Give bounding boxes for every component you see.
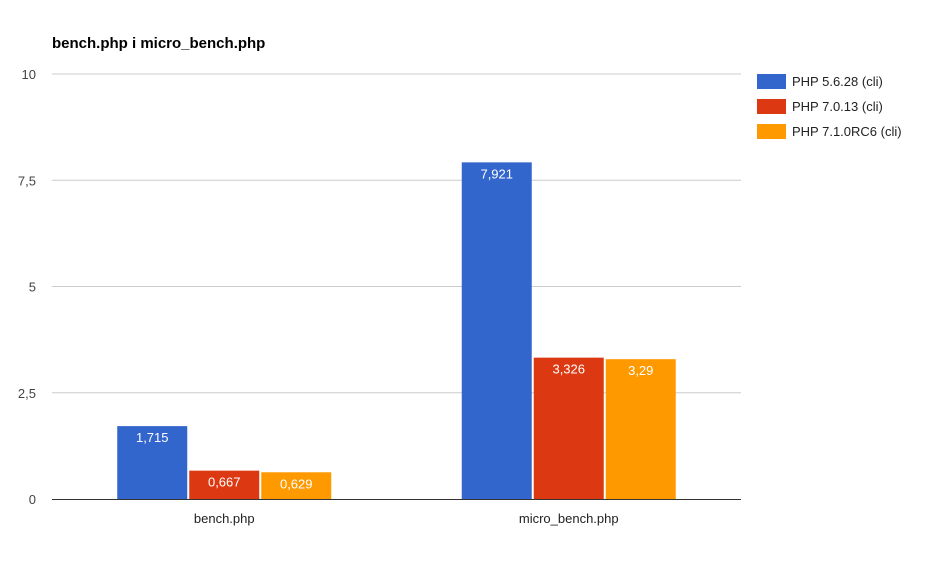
chart-title: bench.php i micro_bench.php	[52, 35, 265, 52]
legend-swatch	[757, 124, 786, 139]
legend-label: PHP 7.0.13 (cli)	[792, 99, 883, 114]
bar	[605, 359, 676, 499]
legend: PHP 5.6.28 (cli) PHP 7.0.13 (cli) PHP 7.1.…	[757, 74, 902, 139]
x-tick-label: bench.php	[194, 511, 255, 526]
legend-swatch	[757, 99, 786, 114]
bar	[261, 472, 332, 499]
data-labels: 1,715 0,667 0,629 7,921 3,326 3,29	[136, 166, 653, 491]
bars	[117, 162, 676, 500]
x-axis-labels: bench.php micro_bench.php	[194, 511, 619, 526]
data-label: 1,715	[136, 430, 169, 445]
data-label: 0,667	[208, 475, 241, 490]
legend-label: PHP 5.6.28 (cli)	[792, 74, 883, 89]
legend-label: PHP 7.1.0RC6 (cli)	[792, 124, 902, 139]
bar	[117, 426, 188, 499]
y-tick-label: 5	[29, 280, 36, 295]
y-tick-label: 2,5	[18, 386, 36, 401]
y-axis-ticks: 0 2,5 5 7,5 10	[18, 67, 36, 507]
bar	[461, 162, 532, 500]
bar	[189, 470, 260, 499]
y-tick-label: 10	[22, 67, 36, 82]
y-tick-label: 0	[29, 492, 36, 507]
legend-swatch	[757, 74, 786, 89]
x-tick-label: micro_bench.php	[519, 511, 619, 526]
bar	[533, 357, 604, 499]
data-label: 7,921	[480, 166, 513, 181]
data-label: 3,326	[552, 362, 585, 377]
data-label: 0,629	[280, 476, 313, 491]
data-label: 3,29	[628, 363, 653, 378]
y-tick-label: 7,5	[18, 173, 36, 188]
